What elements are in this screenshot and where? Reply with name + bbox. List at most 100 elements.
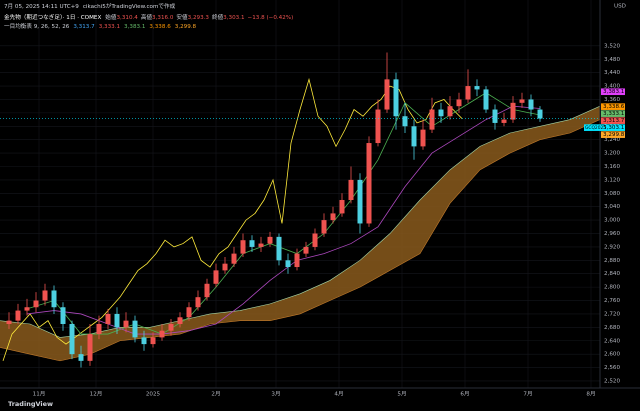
plot-area	[0, 0, 600, 388]
indicator-value: 3,338.6	[149, 24, 171, 30]
currency: USD	[614, 4, 626, 10]
price-label-box	[601, 124, 625, 131]
price-label: 3,303.1	[603, 125, 625, 131]
y-tick-label: 2,680	[604, 325, 620, 331]
candle-body	[501, 119, 507, 123]
y-tick-label: 2,560	[604, 365, 620, 371]
x-tick-label: 6月	[460, 391, 469, 398]
candle-body	[15, 310, 21, 321]
price-label-box	[601, 110, 625, 117]
y-tick-label: 3,400	[604, 84, 620, 90]
candle-body	[393, 79, 399, 117]
y-tick-label: 2,600	[604, 352, 620, 358]
candle-body	[33, 300, 39, 308]
candle-body	[483, 89, 489, 110]
candle-body	[456, 99, 462, 107]
candle-body	[267, 236, 273, 244]
candle-body	[150, 337, 156, 345]
ohlc-value: 3,316.0	[152, 15, 174, 21]
candle-body	[375, 109, 381, 144]
candle-body	[321, 220, 327, 234]
indicator-value: 3,313.7	[73, 24, 95, 30]
x-tick-label: 2月	[211, 391, 220, 398]
candle-body	[231, 253, 237, 264]
y-tick-label: 2,720	[604, 311, 620, 317]
y-tick-label: 2,880	[604, 258, 620, 264]
x-tick-label: 2025	[146, 392, 161, 398]
ohlc-label: 始値	[105, 13, 117, 21]
y-tick-label: 3,360	[604, 97, 620, 103]
ohlc-label: 高値	[141, 13, 153, 21]
price-label: 3,383.1	[603, 89, 625, 95]
candle-body	[195, 297, 201, 308]
indicator-line: 一目均衡表 9, 26, 52, 26 3,313.7 3,333.1 3,383.1…	[4, 22, 197, 30]
symbol-line: 金先物（期近つなぎ足）· 1日 · COMEX 始値3,310.4 高値3,316.…	[4, 13, 293, 21]
candle-body	[42, 290, 48, 301]
price-label-box	[601, 88, 625, 96]
candle-body	[240, 240, 246, 254]
price-tag: GCQ2025	[585, 125, 606, 131]
ichimoku-cloud	[0, 106, 600, 361]
candle-body	[420, 129, 426, 147]
indicator-line	[26, 92, 541, 335]
candle-body	[6, 320, 12, 324]
candle-body	[330, 213, 336, 221]
candle-body	[96, 323, 102, 335]
y-tick-label: 2,920	[604, 244, 620, 250]
candle-body	[519, 99, 525, 103]
candle-body	[276, 236, 282, 261]
candle-body	[492, 109, 498, 123]
indicator-value: 3,383.1	[124, 24, 146, 30]
candle-body	[123, 320, 129, 328]
candle-body	[132, 320, 138, 338]
y-tick-label: 2,960	[604, 231, 620, 237]
author: cikachi5がTradingView.comで作成	[83, 2, 176, 10]
header-line: 7月 05, 2025 14:11 UTC+9 cikachi5がTradingV…	[4, 2, 176, 10]
candle-body	[357, 179, 363, 224]
candle-body	[348, 179, 354, 201]
candle-body	[186, 307, 192, 318]
symbol: 金先物（期近つなぎ足）· 1日 · COMEX	[4, 13, 101, 21]
price-label-box	[601, 117, 625, 124]
y-tick-label: 3,040	[604, 204, 620, 210]
ohlc-label: 安値	[176, 13, 188, 21]
y-tick-label: 3,480	[604, 57, 620, 63]
candle-body	[249, 240, 255, 247]
candle-body	[204, 283, 210, 298]
candle-body	[177, 317, 183, 324]
y-tick-label: 3,520	[604, 43, 620, 49]
x-tick-label: 5月	[397, 391, 406, 398]
price-label: 3,333.1	[603, 111, 625, 117]
ohlc-value: 3,293.3	[188, 15, 210, 21]
indicator-line	[26, 105, 541, 335]
candle-body	[213, 270, 219, 284]
y-tick-label: 3,160	[604, 164, 620, 170]
candle-body	[474, 86, 480, 90]
price-label: 3,299.8	[603, 132, 625, 138]
change: −13.8 (−0.42%)	[248, 15, 294, 21]
footer-brand: TradingView	[8, 400, 53, 408]
candle-body	[303, 246, 309, 254]
cloud-edge	[0, 119, 600, 362]
candle-body	[105, 313, 111, 324]
candle-body	[78, 354, 84, 361]
y-tick-label: 2,840	[604, 271, 620, 277]
candle-body	[384, 79, 390, 110]
price-label-box	[601, 131, 625, 138]
x-tick-label: 11月	[33, 391, 46, 398]
y-tick-label: 2,520	[604, 378, 620, 384]
price-label-box	[601, 103, 625, 110]
candle-body	[285, 260, 291, 268]
indicator-name: 一目均衡表 9, 26, 52, 26	[4, 22, 70, 30]
x-tick-label: 7月	[523, 391, 532, 398]
candle-body	[60, 307, 66, 324]
candle-body	[114, 313, 120, 328]
candle-body	[429, 109, 435, 130]
candle-body	[411, 126, 417, 147]
candle-body	[447, 106, 453, 117]
candle-body	[24, 307, 30, 311]
candle-body	[366, 143, 372, 224]
candle-body	[258, 243, 264, 247]
y-tick-label: 2,760	[604, 298, 620, 304]
price-tag-box	[584, 124, 601, 131]
